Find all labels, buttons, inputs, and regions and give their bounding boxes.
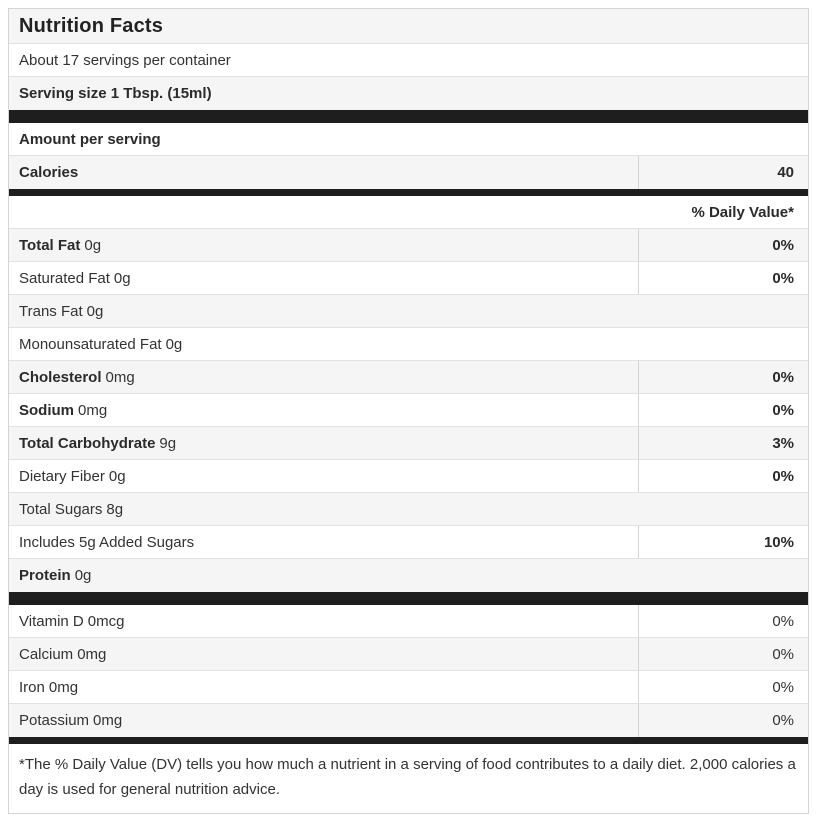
serving-size-text: Serving size 1 Tbsp. (15ml) [19,85,212,102]
nutrient-dv: 0% [772,467,794,485]
nutrient-amount: 0mg [93,712,123,729]
nutrient-amount: 0g [86,302,104,320]
nutrient-name: Total Carbohydrate [19,434,156,452]
nutrient-name: Potassium [19,712,90,729]
nutrient-dv: 10% [763,533,794,551]
label-header-row: Nutrition Facts [9,9,808,44]
servings-per-container-row: About 17 servings per container [9,44,808,77]
nutrient-dv: 0% [772,678,794,696]
nutrient-name: Trans Fat [19,302,83,320]
nutrient-row-total-carbohydrate: Total Carbohydrate 9g 3% [9,427,808,460]
nutrition-facts-label: Nutrition Facts About 17 servings per co… [8,8,809,814]
nutrient-amount: 0g [165,335,183,353]
nutrient-dv: 0% [772,236,794,254]
micronutrient-row-iron: Iron 0mg 0% [9,671,808,704]
micronutrient-row-potassium: Potassium 0mg 0% [9,704,808,737]
nutrient-amount: 0mg [105,368,135,386]
nutrient-amount: 0g [113,269,131,287]
nutrient-dv: 0% [772,712,794,729]
nutrient-name: Saturated Fat [19,269,110,287]
nutrient-amount: 0g [84,236,102,254]
nutrient-name: Vitamin D [19,612,84,630]
nutrient-amount: 0mg [77,645,107,663]
calories-row: Calories 40 [9,156,808,189]
nutrient-dv: 0% [772,612,794,630]
thick-divider-bar [9,110,808,123]
label-title: Nutrition Facts [19,14,164,37]
nutrient-name: Cholesterol [19,368,102,386]
nutrient-name: Total Fat [19,236,81,254]
thin-divider-bar [9,189,808,196]
nutrient-amount: 0mg [78,401,108,419]
nutrient-row-dietary-fiber: Dietary Fiber 0g 0% [9,460,808,493]
nutrient-dv: 0% [772,645,794,663]
serving-size-row: Serving size 1 Tbsp. (15ml) [9,77,808,110]
daily-value-header-row: % Daily Value* [9,196,808,229]
nutrient-row-total-fat: Total Fat 0g 0% [9,229,808,262]
nutrient-name: Iron [19,678,45,696]
micronutrient-row-calcium: Calcium 0mg 0% [9,638,808,671]
nutrient-row-saturated-fat: Saturated Fat 0g 0% [9,262,808,295]
nutrient-row-trans-fat: Trans Fat 0g [9,295,808,328]
daily-value-footnote: *The % Daily Value (DV) tells you how mu… [19,756,796,798]
calories-label: Calories [19,164,79,181]
nutrient-amount: 0mg [48,678,79,696]
thick-divider-bar [9,592,808,605]
nutrient-row-monounsaturated-fat: Monounsaturated Fat 0g [9,328,808,361]
nutrient-amount: 8g [106,500,124,518]
micronutrient-row-vitamin-d: Vitamin D 0mcg 0% [9,605,808,638]
nutrient-amount: 0g [74,567,92,584]
nutrient-amount: 9g [159,434,177,452]
daily-value-header-text: % Daily Value* [691,203,794,221]
nutrient-name: Dietary Fiber [19,467,105,485]
nutrient-name: Monounsaturated Fat [19,335,162,353]
nutrient-row-sodium: Sodium 0mg 0% [9,394,808,427]
thin-divider-bar [9,737,808,744]
calories-value: 40 [777,164,794,181]
nutrient-dv: 0% [772,368,794,386]
nutrient-name: Protein [19,567,71,584]
amount-per-serving-row: Amount per serving [9,123,808,156]
servings-per-container-text: About 17 servings per container [19,51,231,69]
nutrient-dv: 3% [772,434,794,452]
nutrient-name: Sodium [19,401,74,419]
nutrient-dv: 0% [772,269,794,287]
nutrient-row-cholesterol: Cholesterol 0mg 0% [9,361,808,394]
nutrient-row-added-sugars: Includes 5g Added Sugars 10% [9,526,808,559]
nutrient-name: Calcium [19,645,74,663]
nutrient-amount: 0mcg [87,612,125,630]
nutrient-name: Total Sugars [19,500,103,518]
nutrient-dv: 0% [772,401,794,419]
nutrient-row-protein: Protein 0g [9,559,808,592]
amount-per-serving-text: Amount per serving [19,130,161,148]
nutrient-name: Includes 5g Added Sugars [19,533,195,551]
nutrient-amount: 0g [108,467,126,485]
nutrient-row-total-sugars: Total Sugars 8g [9,493,808,526]
